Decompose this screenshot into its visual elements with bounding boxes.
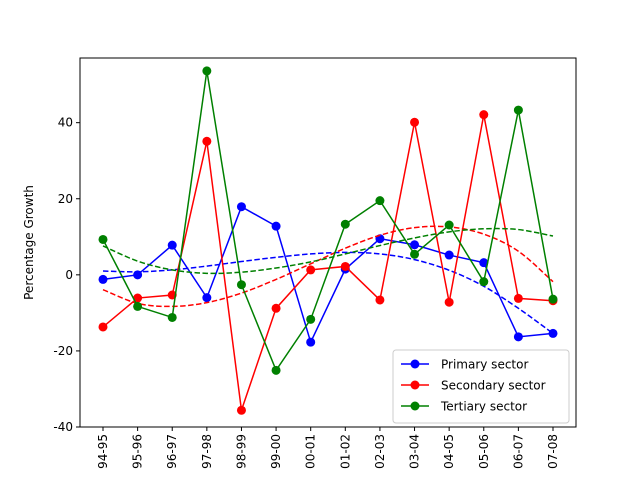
data-point <box>236 405 246 415</box>
x-tick-label: 98-99 <box>234 434 248 469</box>
x-tick-label: 96-97 <box>165 434 179 469</box>
data-point <box>236 202 246 212</box>
y-tick-label: -40 <box>53 420 73 434</box>
x-tick-label: 97-98 <box>200 434 214 469</box>
data-point <box>548 294 558 304</box>
x-tick-label: 95-96 <box>131 434 145 469</box>
x-tick-label: 03-04 <box>408 434 422 469</box>
data-point <box>271 221 281 231</box>
x-tick-label: 01-02 <box>338 434 352 469</box>
series-line-secondary-sector <box>102 114 554 411</box>
x-tick-label: 06-07 <box>511 434 525 469</box>
data-point <box>410 117 420 127</box>
data-point <box>271 365 281 375</box>
legend: Primary sector Secondary sector Tertiary s… <box>392 349 570 424</box>
data-point <box>340 219 350 229</box>
data-point <box>410 249 420 259</box>
data-point <box>202 66 212 76</box>
data-point <box>444 297 454 307</box>
plot-area <box>98 66 558 415</box>
data-point <box>306 265 316 275</box>
x-tick-label: 02-03 <box>373 434 387 469</box>
x-tick-label: 07-08 <box>546 434 560 469</box>
data-point <box>513 332 523 342</box>
y-tick-label: 20 <box>58 192 73 206</box>
trend-line-secondary-sector <box>102 225 554 308</box>
data-point <box>375 295 385 305</box>
legend-label-secondary-sector: Secondary sector <box>441 379 546 393</box>
y-tick-label: -20 <box>53 344 73 358</box>
data-point <box>410 240 420 250</box>
series-tertiary-sector <box>98 66 558 375</box>
data-point <box>513 105 523 115</box>
x-tick-label: 05-06 <box>477 434 491 469</box>
axes-frame <box>79 57 577 428</box>
data-point <box>444 250 454 260</box>
legend-box <box>392 349 570 424</box>
axes: -40 -20 0 20 40 94-95 95-96 96-97 97-98 98-99 99-0… <box>53 116 560 469</box>
data-point <box>375 196 385 206</box>
trend-line-tertiary-sector <box>102 227 554 275</box>
data-point <box>236 280 246 290</box>
x-tick-label: 94-95 <box>96 434 110 469</box>
y-tick-label: 0 <box>65 268 73 282</box>
data-point <box>340 261 350 271</box>
data-point <box>202 293 212 303</box>
data-point <box>306 314 316 324</box>
data-point <box>133 270 143 280</box>
y-tick-label: 40 <box>58 116 73 130</box>
data-point <box>271 303 281 313</box>
data-point <box>98 234 108 244</box>
series-secondary-sector <box>98 110 558 415</box>
x-tick-label: 00-01 <box>304 434 318 469</box>
legend-marker-tertiary-sector <box>410 401 420 411</box>
data-point <box>133 301 143 311</box>
y-axis-label: Percentage Growth <box>22 185 36 300</box>
data-point <box>167 240 177 250</box>
data-point <box>98 274 108 284</box>
legend-label-tertiary-sector: Tertiary sector <box>440 400 527 414</box>
data-point <box>202 136 212 146</box>
series-line-tertiary-sector <box>102 70 554 372</box>
data-point <box>98 322 108 332</box>
x-tick-label: 99-00 <box>269 434 283 469</box>
data-point <box>513 293 523 303</box>
data-point <box>548 328 558 338</box>
data-point <box>167 312 177 322</box>
x-tick-label: 04-05 <box>442 434 456 469</box>
data-point <box>479 277 489 287</box>
legend-marker-primary-sector <box>410 359 420 369</box>
data-point <box>133 293 143 303</box>
legend-label-primary-sector: Primary sector <box>441 358 528 372</box>
data-point <box>479 110 489 120</box>
data-point <box>306 337 316 347</box>
legend-marker-secondary-sector <box>410 380 420 390</box>
data-point <box>444 220 454 230</box>
series-line-primary-sector <box>102 205 554 345</box>
data-point <box>479 258 489 268</box>
